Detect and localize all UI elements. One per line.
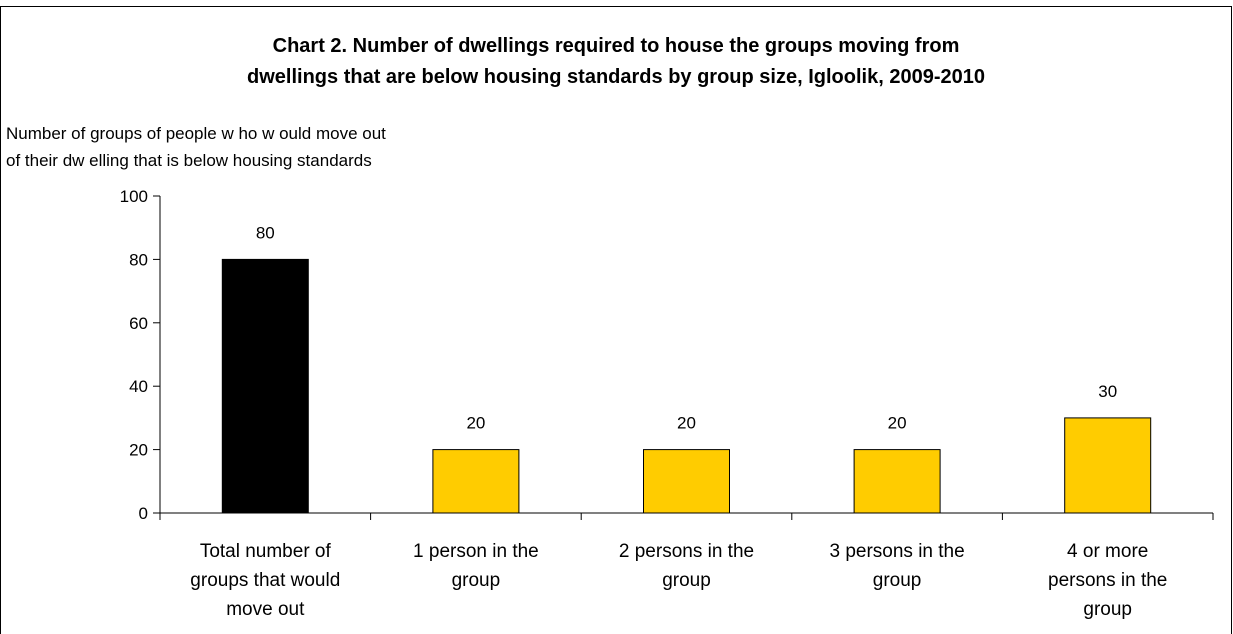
- chart-title: Chart 2. Number of dwellings required to…: [247, 35, 985, 88]
- category-label-3: 2 persons in the: [619, 541, 754, 562]
- bar-1: [221, 258, 309, 514]
- category-label-1: Total number of: [200, 541, 332, 562]
- bars: [221, 258, 1152, 514]
- bar-5: [1064, 417, 1152, 514]
- axes: 0 20 40 60 80 100: [120, 187, 1214, 523]
- chart-title-line-1: Chart 2. Number of dwellings required to…: [273, 35, 960, 57]
- bar-3: [643, 449, 730, 514]
- y-axis-label-line-1: Number of groups of people w ho w ould m…: [6, 124, 386, 143]
- category-label-3: group: [662, 570, 711, 591]
- y-tick-label: 100: [120, 187, 148, 206]
- y-tick-label: 0: [139, 504, 148, 523]
- bar-4: [853, 449, 941, 514]
- data-label-4: 20: [888, 414, 907, 433]
- bar-2: [432, 449, 520, 514]
- chart-title-line-2: dwellings that are below housing standar…: [247, 66, 985, 88]
- data-label-1: 80: [256, 223, 275, 242]
- chart-frame: [0, 6, 1232, 634]
- y-tick-label: 40: [129, 377, 148, 396]
- y-tick-label: 60: [129, 314, 148, 333]
- category-label-5: 4 or more: [1067, 541, 1148, 562]
- category-label-5: persons in the: [1048, 570, 1167, 591]
- category-label-1: move out: [226, 599, 305, 620]
- data-label-2: 20: [466, 414, 485, 433]
- y-tick-label: 20: [129, 441, 148, 460]
- category-label-5: group: [1083, 599, 1132, 620]
- y-axis-label: Number of groups of people w ho w ould m…: [6, 124, 386, 170]
- category-labels: Total number of groups that would move out…: [190, 541, 1167, 620]
- y-axis-label-line-2: of their dw elling that is below housing…: [6, 151, 372, 170]
- data-label-3: 20: [677, 414, 696, 433]
- category-label-2: 1 person in the: [413, 541, 539, 562]
- y-tick-label: 80: [129, 250, 148, 269]
- category-label-1: groups that would: [190, 570, 340, 591]
- data-label-5: 30: [1098, 382, 1117, 401]
- category-label-2: group: [452, 570, 501, 591]
- data-labels: 80 20 20 20 30: [256, 223, 1117, 432]
- category-label-4: group: [873, 570, 922, 591]
- category-label-4: 3 persons in the: [829, 541, 964, 562]
